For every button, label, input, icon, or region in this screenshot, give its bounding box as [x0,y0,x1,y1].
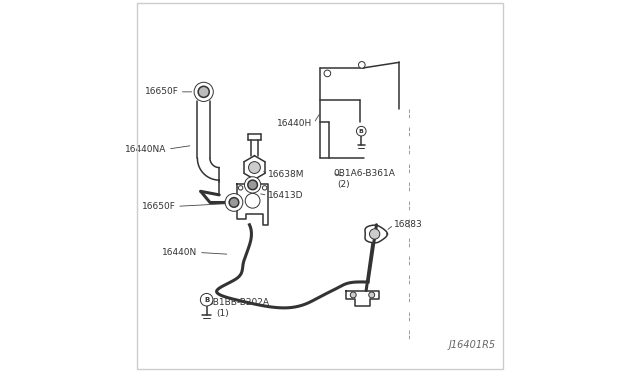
Text: 16413D: 16413D [268,191,304,200]
Circle shape [324,70,331,77]
Circle shape [225,193,243,211]
Circle shape [369,292,374,298]
Text: 16440H: 16440H [277,119,312,128]
Circle shape [350,292,356,298]
Circle shape [248,180,257,190]
Circle shape [198,86,209,97]
Circle shape [200,294,213,306]
Circle shape [248,161,260,173]
Text: B: B [359,129,364,134]
Text: 16650F: 16650F [145,87,179,96]
Text: 0B1BB-B202A: 0B1BB-B202A [207,298,269,307]
Text: B: B [204,297,209,303]
Text: 0B1A6-B361A: 0B1A6-B361A [333,169,395,177]
Text: 16440N: 16440N [162,248,197,257]
Circle shape [262,186,267,190]
Circle shape [369,229,380,239]
Circle shape [239,186,243,190]
Circle shape [229,198,239,207]
Text: 16638M: 16638M [268,170,305,179]
Circle shape [194,82,213,102]
Circle shape [356,126,366,136]
Text: J16401R5: J16401R5 [448,340,495,350]
Text: 16440NA: 16440NA [125,145,167,154]
Text: (1): (1) [216,309,229,318]
Circle shape [245,193,260,208]
Circle shape [358,62,365,68]
Text: (2): (2) [338,180,350,189]
Circle shape [244,177,260,193]
Text: 16883: 16883 [394,220,422,229]
Text: 16650F: 16650F [142,202,176,211]
